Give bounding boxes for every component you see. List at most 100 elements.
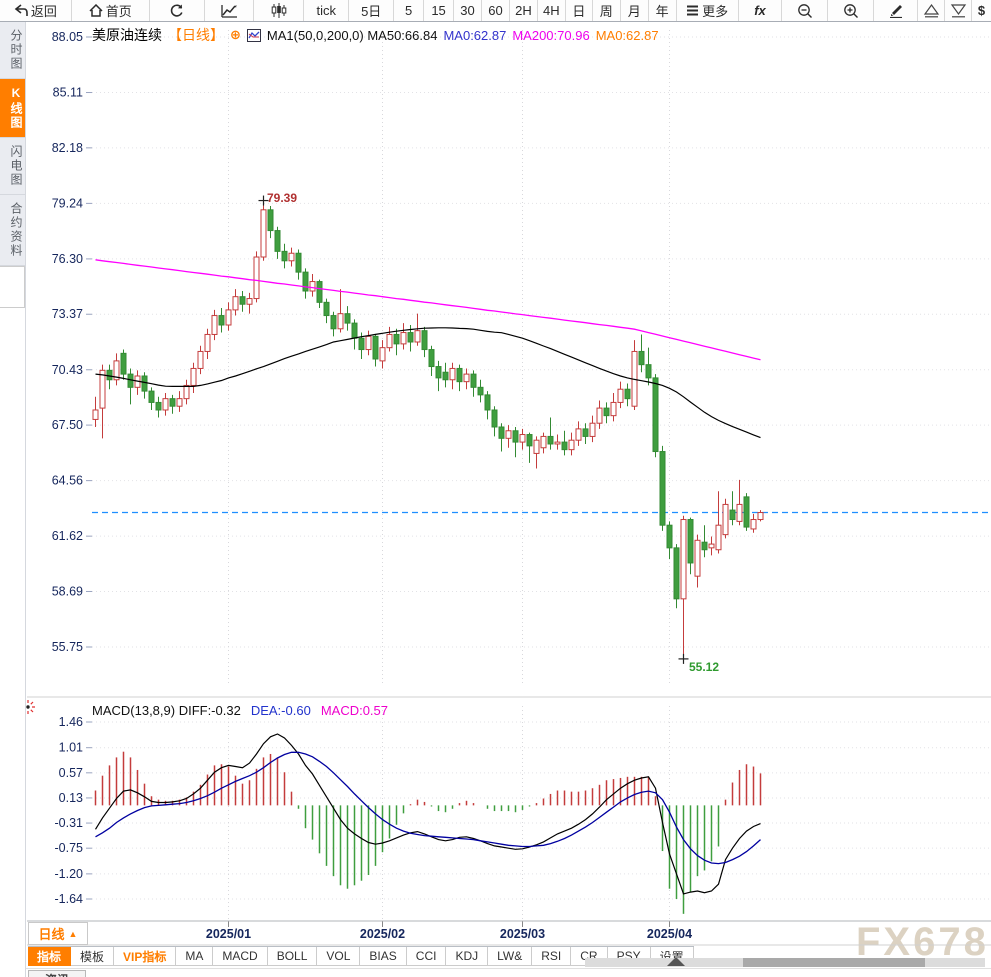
svg-text:-0.75: -0.75 — [55, 841, 84, 855]
symbol-name: 美原油连续 — [92, 27, 162, 43]
tab-bias[interactable]: BIAS — [360, 947, 407, 966]
period-4h-label: 4H — [543, 3, 560, 18]
tab-template[interactable]: 模板 — [71, 947, 115, 966]
period-15min-label: 15 — [431, 3, 446, 18]
period-30min-button[interactable]: 30 — [454, 0, 482, 21]
sidebar-item-time-chart[interactable]: 分时图 — [0, 22, 25, 79]
tick-button[interactable]: tick — [304, 0, 350, 21]
chart-header: 美原油连续 【日线】 ⊕ MA1(50,0,200,0) MA50:66.84 … — [92, 25, 659, 45]
svg-text:-1.20: -1.20 — [55, 867, 84, 881]
back-button[interactable]: 返回 — [0, 0, 72, 21]
scrollbar-handle-icon[interactable] — [667, 957, 685, 966]
alert-up-button[interactable] — [918, 0, 946, 21]
line-chart-button[interactable] — [205, 0, 255, 21]
sidebar-item-flash-chart[interactable]: 闪电图 — [0, 138, 25, 195]
more-label: 更多 — [702, 4, 729, 19]
svg-text:79.24: 79.24 — [52, 196, 83, 210]
fx678-watermark: FX678 — [856, 920, 989, 964]
period-4h-button[interactable]: 4H — [538, 0, 566, 21]
triangle-down-icon — [950, 4, 966, 18]
tab-indicator[interactable]: 指标 — [28, 947, 72, 966]
top-toolbar: 返回 首页 tick 5日 5 15 30 60 2H 4H 日 周 月 年 更… — [0, 0, 991, 22]
home-button[interactable]: 首页 — [72, 0, 150, 21]
scrollbar-thumb[interactable] — [743, 958, 925, 967]
footer-tab-news[interactable]: 资讯 — [28, 970, 86, 977]
svg-text:2025/01: 2025/01 — [206, 927, 251, 941]
pencil-icon — [889, 5, 902, 18]
macd-title: MACD(13,8,9) DIFF:-0.32 — [92, 703, 241, 718]
low-price-annotation: 55.12 — [689, 660, 720, 674]
price-button[interactable]: $ — [972, 0, 991, 21]
zoom-in-icon — [843, 3, 858, 18]
tab-rsi[interactable]: RSI — [532, 947, 572, 966]
chart-scrollbar[interactable] — [585, 957, 985, 967]
sidebar-empty-slot — [0, 266, 25, 308]
period-2h-label: 2H — [515, 3, 532, 18]
svg-text:2025/02: 2025/02 — [360, 927, 405, 941]
tab-ma[interactable]: MA — [176, 947, 214, 966]
macd-header: MACD(13,8,9) DIFF:-0.32 DEA:-0.60 MACD:0… — [92, 703, 388, 718]
add-indicator-icon[interactable]: ⊕ — [230, 27, 241, 42]
svg-text:88.05: 88.05 — [52, 30, 83, 44]
period-day-label: 日 — [572, 4, 586, 19]
period-30min-label: 30 — [460, 3, 475, 18]
svg-text:-0.31: -0.31 — [55, 816, 84, 830]
period-selector-label: 日线 — [38, 927, 65, 942]
period-selector-arrow-icon: ▲ — [68, 928, 78, 939]
svg-text:73.37: 73.37 — [52, 307, 83, 321]
home-label: 首页 — [105, 4, 132, 19]
tab-vip-indicator[interactable]: VIP指标 — [114, 947, 177, 966]
period-2h-button[interactable]: 2H — [510, 0, 538, 21]
period-week-label: 周 — [599, 4, 613, 19]
svg-text:67.50: 67.50 — [52, 418, 83, 432]
svg-text:-1.64: -1.64 — [55, 892, 84, 906]
chart-type-sidebar: 分时图 K线图 闪电图 合约资料 — [0, 22, 26, 977]
candlestick-icon — [271, 3, 287, 18]
period-year-button[interactable]: 年 — [649, 0, 677, 21]
period-60min-button[interactable]: 60 — [482, 0, 510, 21]
triangle-up-icon — [923, 3, 939, 18]
period-month-label: 月 — [627, 4, 641, 19]
period-day-button[interactable]: 日 — [566, 0, 593, 21]
period-15min-button[interactable]: 15 — [424, 0, 455, 21]
period-5min-button[interactable]: 5 — [394, 0, 425, 21]
period-month-button[interactable]: 月 — [621, 0, 649, 21]
period-5min-label: 5 — [405, 3, 413, 18]
ma0-blue-label: MA0:62.87 — [443, 27, 507, 43]
symbol-period: 【日线】 — [168, 27, 224, 43]
tick-label: tick — [316, 3, 337, 18]
svg-text:1.01: 1.01 — [59, 741, 83, 755]
tab-boll[interactable]: BOLL — [267, 947, 318, 966]
tab-cci[interactable]: CCI — [406, 947, 447, 966]
zoom-out-button[interactable] — [782, 0, 829, 21]
footer-strip: 资讯 — [0, 968, 991, 977]
draw-button[interactable] — [874, 0, 919, 21]
zoom-in-button[interactable] — [828, 0, 875, 21]
period-5day-button[interactable]: 5日 — [349, 0, 395, 21]
tab-vol[interactable]: VOL — [317, 947, 361, 966]
period-week-button[interactable]: 周 — [593, 0, 621, 21]
refresh-button[interactable] — [150, 0, 205, 21]
refresh-icon — [170, 4, 183, 17]
svg-text:61.62: 61.62 — [52, 529, 83, 543]
zoom-out-icon — [798, 3, 812, 18]
sidebar-item-contract-info[interactable]: 合约资料 — [0, 195, 25, 266]
more-button[interactable]: 更多 — [677, 0, 739, 21]
sidebar-item-kline-chart[interactable]: K线图 — [0, 79, 25, 138]
period-selector[interactable]: 日线 ▲ — [28, 922, 88, 945]
candle-chart-button[interactable] — [254, 0, 305, 21]
back-arrow-icon — [14, 4, 28, 16]
svg-text:85.11: 85.11 — [53, 86, 83, 100]
period-60min-label: 60 — [488, 3, 503, 18]
mini-chart-icon — [246, 28, 261, 42]
svg-text:70.43: 70.43 — [52, 363, 83, 377]
tab-kdj[interactable]: KDJ — [446, 947, 489, 966]
tab-lw[interactable]: LW& — [488, 947, 533, 966]
indicator-tabs: 指标 模板 VIP指标 MA MACD BOLL VOL BIAS CCI KD… — [28, 946, 694, 966]
alert-down-button[interactable] — [945, 0, 973, 21]
tab-macd[interactable]: MACD — [213, 947, 268, 966]
formula-button[interactable]: fx — [739, 0, 783, 21]
fx-label: fx — [754, 3, 766, 18]
